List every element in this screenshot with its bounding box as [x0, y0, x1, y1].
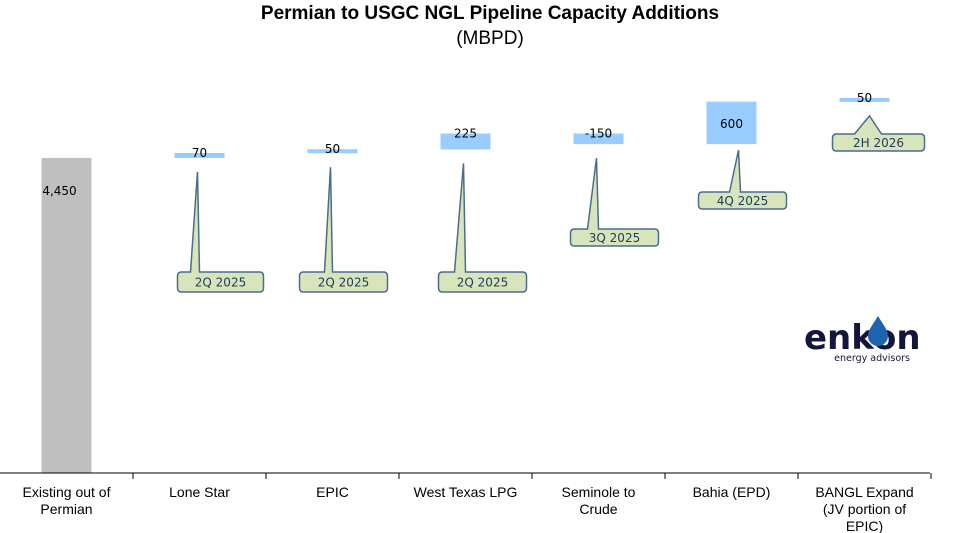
bar-4: [573, 133, 624, 145]
bar-0: [41, 157, 92, 473]
category-label-5: Bahia (EPD): [693, 484, 771, 500]
category-label-6: BANGL Expand (JV portion of EPIC): [815, 484, 913, 533]
bar-6: [839, 97, 890, 102]
callout-label-5: 4Q 2025: [717, 194, 768, 208]
value-label-1: 70: [192, 146, 207, 160]
callout-box-1: [176, 171, 265, 293]
category-label-3: West Texas LPG: [414, 484, 518, 500]
callout-box-6: [831, 114, 926, 152]
chart-subtitle: (MBPD): [456, 28, 524, 49]
callout-box-2: [298, 167, 389, 293]
x-axis-ticks: [132, 473, 932, 479]
category-label-0: Existing out of Permian: [23, 484, 111, 517]
timing-callouts: 2Q 2025 2Q 2025 2Q 2025 3Q 2025 4Q 2025 2H 20…: [176, 114, 926, 293]
callout-label-3: 2Q 2025: [457, 276, 508, 290]
value-label-2: 50: [325, 142, 340, 156]
category-labels: Existing out of Permian Lone Star EPIC West …: [23, 484, 914, 533]
callout-label-2: 2Q 2025: [318, 276, 369, 290]
category-label-1: Lone Star: [169, 484, 230, 500]
chart-title: Permian to USGC NGL Pipeline Capacity Ad…: [261, 3, 719, 24]
bar-2: [307, 149, 358, 154]
value-label-0: 4,450: [42, 184, 76, 198]
callout-box-3: [437, 163, 528, 293]
category-label-2: EPIC: [316, 484, 349, 500]
plot-area: 4,450 70 50 225 -150 600 50: [41, 91, 890, 473]
value-label-3: 225: [454, 127, 477, 141]
callout-label-1: 2Q 2025: [195, 276, 246, 290]
logo-tagline: energy advisors: [834, 353, 910, 364]
bar-3: [440, 133, 491, 150]
callout-label-4: 3Q 2025: [589, 231, 640, 245]
bar-1: [174, 152, 225, 158]
value-label-5: 600: [720, 117, 743, 131]
bar-5: [706, 101, 757, 145]
value-label-4: -150: [585, 127, 612, 141]
enkon-logo: enkon energy advisors: [804, 316, 921, 364]
callout-box-4: [569, 158, 660, 247]
logo-wordmark: enkon: [804, 318, 921, 358]
flame-icon: [868, 316, 888, 346]
category-label-4: Seminole to Crude: [562, 484, 636, 517]
value-label-6: 50: [857, 91, 872, 105]
callout-label-6: 2H 2026: [853, 136, 904, 150]
callout-box-5: [697, 149, 788, 210]
